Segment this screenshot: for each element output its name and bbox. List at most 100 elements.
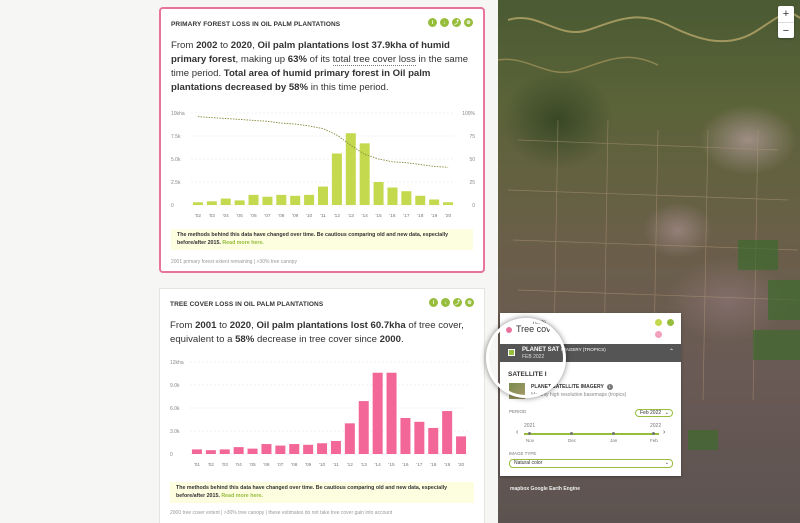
chart-bar[interactable] xyxy=(219,449,230,454)
chart-bar[interactable] xyxy=(205,450,216,454)
timeline-prev-icon[interactable]: ‹ xyxy=(516,429,519,436)
y-tick-label: 12kha xyxy=(170,360,184,366)
chart-bar[interactable] xyxy=(289,444,300,454)
chart-bar[interactable] xyxy=(261,444,272,454)
chevron-down-icon: ⌄ xyxy=(664,460,669,466)
primary-forest-loss-chart[interactable]: 10kha 7.5k 5.0k 2.5k 0 100% 75 50 25 0 '02 '03 '04 '0… xyxy=(169,108,477,223)
zoom-in-button[interactable]: + xyxy=(782,8,790,20)
tree-cover-loss-link[interactable]: total tree cover loss xyxy=(332,54,416,66)
chart-bar[interactable] xyxy=(443,202,454,205)
image-type-select[interactable]: Natural color ⌄ xyxy=(509,459,673,468)
chart-bar[interactable] xyxy=(290,195,301,205)
legend-layer-row[interactable]: rests Tree cov xyxy=(500,313,681,343)
period-select[interactable]: Feb 2022 ⌄ xyxy=(635,409,673,417)
chart-bar[interactable] xyxy=(317,186,329,205)
info-icon[interactable]: i xyxy=(428,18,437,27)
chart-bar[interactable] xyxy=(304,194,315,205)
x-tick-label: '08 xyxy=(278,213,285,219)
primary-forest-loss-card[interactable]: Primary forest loss in Oil palm plantati… xyxy=(159,7,485,273)
chart-bar[interactable] xyxy=(275,445,286,454)
chart-bar[interactable] xyxy=(428,427,439,454)
chart-bar[interactable] xyxy=(442,411,453,454)
x-tick-label: '01 xyxy=(194,462,201,468)
y-tick-label: 7.5k xyxy=(171,134,181,140)
chart-bar[interactable] xyxy=(429,199,440,205)
basemap-title: PLANET SAT xyxy=(522,347,560,353)
remove-layer-icon[interactable] xyxy=(667,319,674,326)
map-legend: rests Tree cov PLANET SAT IMAGERY (TROPI… xyxy=(500,313,681,476)
x-tick-label: '07 xyxy=(264,213,271,219)
settings-icon[interactable]: ⚙ xyxy=(464,18,473,27)
y-tick-label: 10kha xyxy=(171,111,185,117)
chart-bar[interactable] xyxy=(233,447,244,454)
timeline-dot[interactable] xyxy=(652,432,655,435)
chart-bar[interactable] xyxy=(206,201,217,205)
chart-bar[interactable] xyxy=(415,195,426,205)
chart-bar[interactable] xyxy=(387,187,398,205)
chart-bar[interactable] xyxy=(234,200,245,205)
download-icon[interactable]: ↓ xyxy=(440,18,449,27)
chart-bar[interactable] xyxy=(456,436,467,454)
timeline-month: Jan xyxy=(610,438,618,443)
zoom-out-button[interactable]: − xyxy=(778,22,794,38)
x-tick-label: '03 xyxy=(209,213,216,219)
chart-bar[interactable] xyxy=(345,133,356,205)
info-icon[interactable]: i xyxy=(606,384,613,390)
tree-cover-loss-chart[interactable]: 12kha 9.0k 6.0k 3.0k 0 '01 '02 '03 '04 '05 '06 '07 '… xyxy=(168,357,476,472)
chart-bar[interactable] xyxy=(276,194,287,205)
read-more-link[interactable]: Read more here. xyxy=(221,492,263,499)
chart-bar[interactable] xyxy=(372,372,383,454)
opacity-icon[interactable] xyxy=(655,319,662,326)
download-icon[interactable]: ↓ xyxy=(441,298,450,307)
layer-info-icon[interactable] xyxy=(655,331,662,338)
chart-bar[interactable] xyxy=(414,421,425,454)
timeline-next-icon[interactable]: › xyxy=(663,429,666,436)
chevron-up-icon[interactable]: ⌃ xyxy=(668,349,674,355)
x-tick-label: '08 xyxy=(291,462,298,468)
chart-bar[interactable] xyxy=(344,423,355,454)
chart-bar[interactable] xyxy=(373,182,384,205)
read-more-link[interactable]: Read more here. xyxy=(222,239,264,246)
chart-bar[interactable] xyxy=(220,198,231,205)
share-icon[interactable]: ⤴ xyxy=(452,18,461,27)
tree-cover-loss-card[interactable]: Tree cover loss in Oil palm plantations … xyxy=(159,288,485,523)
chart-bar[interactable] xyxy=(400,417,411,454)
x-tick-label: '03 xyxy=(222,462,229,468)
chevron-down-icon: ⌄ xyxy=(664,410,669,416)
card-toolbar: i ↓ ⤴ ⚙ xyxy=(428,18,473,27)
x-tick-label: '19 xyxy=(444,462,451,468)
chart-bar[interactable] xyxy=(331,153,342,205)
x-tick-label: '04 xyxy=(223,213,230,219)
chart-bar[interactable] xyxy=(317,443,328,454)
basemap-header[interactable]: PLANET SAT IMAGERY (TROPICS) FEB 2022 ⌃ xyxy=(500,344,681,362)
chart-bar[interactable] xyxy=(386,372,397,454)
chart-bar[interactable] xyxy=(191,449,202,454)
chart-bar[interactable] xyxy=(192,202,203,205)
info-icon[interactable]: i xyxy=(429,298,438,307)
x-tick-label: '16 xyxy=(389,213,396,219)
timeline-dot[interactable] xyxy=(528,432,531,435)
chart-bar[interactable] xyxy=(248,194,259,205)
satellite-description: Monthly high resolution basemaps (tropic… xyxy=(531,392,627,398)
y-tick-label: 2.5k xyxy=(171,180,181,186)
chart-bar[interactable] xyxy=(262,196,273,205)
settings-icon[interactable]: ⚙ xyxy=(465,298,474,307)
chart-bar[interactable] xyxy=(247,448,258,454)
y2-tick-label: 50 xyxy=(469,157,475,163)
timeline-track[interactable] xyxy=(524,433,659,435)
x-tick-label: '15 xyxy=(388,462,395,468)
chart-bar[interactable] xyxy=(358,401,369,454)
satellite-section-title: SATELLITE I xyxy=(508,371,547,378)
chart-bar[interactable] xyxy=(401,191,412,205)
chart-bar[interactable] xyxy=(359,143,370,205)
chart-bar[interactable] xyxy=(330,440,341,454)
chart-bar[interactable] xyxy=(303,444,314,454)
y-tick-label: 0 xyxy=(171,203,174,209)
timeline-dot[interactable] xyxy=(612,432,615,435)
share-icon[interactable]: ⤴ xyxy=(453,298,462,307)
timeline-dot[interactable] xyxy=(570,432,573,435)
x-tick-label: '04 xyxy=(236,462,243,468)
y2-tick-label: 75 xyxy=(469,134,475,140)
satellite-thumbnail[interactable] xyxy=(509,383,525,399)
x-tick-label: '06 xyxy=(250,213,257,219)
